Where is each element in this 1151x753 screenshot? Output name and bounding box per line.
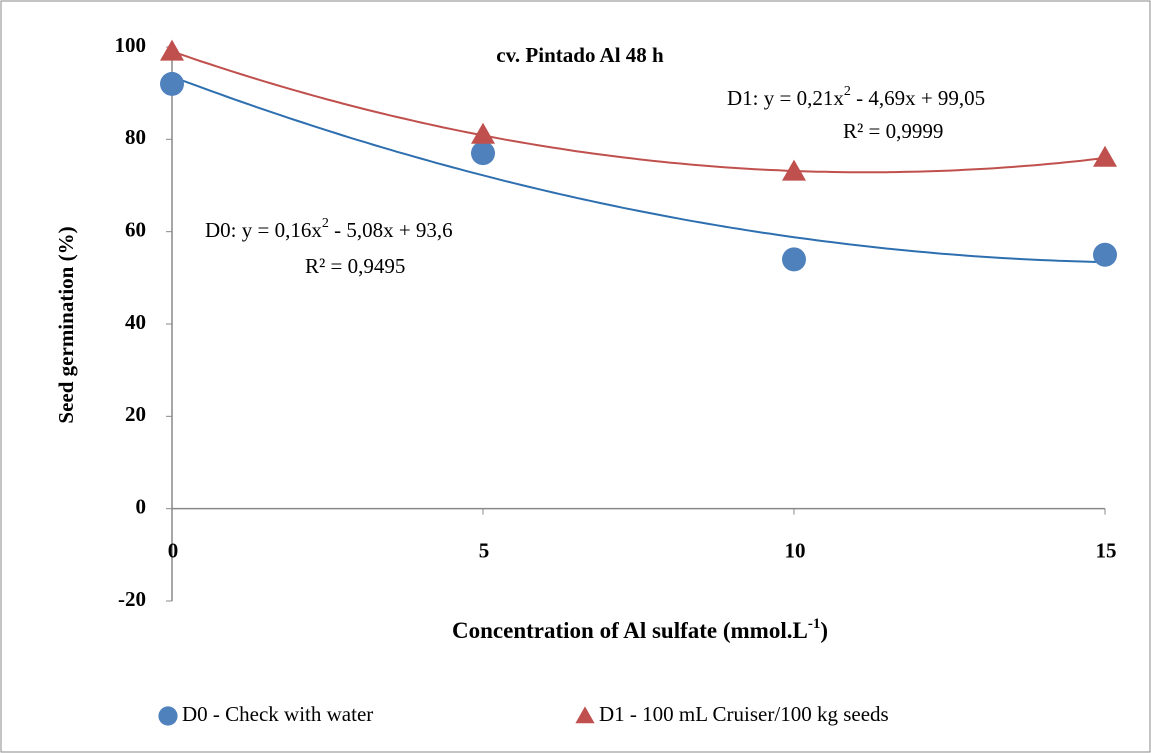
y-tick-label: 100 [115, 33, 147, 57]
legend-label: D0 - Check with water [182, 702, 373, 726]
marker [1093, 242, 1117, 267]
legend-marker [158, 706, 178, 726]
equation-sup: 2 [322, 216, 329, 231]
r-squared: R² = 0,9495 [305, 254, 405, 278]
r-squared: R² = 0,9999 [843, 119, 943, 143]
marker [782, 247, 806, 272]
y-tick-label: 40 [125, 310, 146, 334]
x-axis-label-sup: -1 [808, 616, 821, 632]
equation: D0: y = 0,16x2 - 5,08x + 93,6 [205, 216, 453, 242]
y-tick-label: 20 [125, 402, 146, 426]
equation-part: - 4,69x + 99,05 [851, 86, 985, 110]
marker [471, 122, 495, 144]
marker [471, 141, 495, 166]
y-tick-label: 80 [125, 125, 146, 149]
equation-sup: 2 [844, 84, 851, 99]
marker [1093, 145, 1117, 167]
y-tick-label: -20 [118, 587, 146, 611]
x-axis-label-part: ) [820, 618, 828, 643]
y-axis-label: Seed germination (%) [54, 226, 78, 423]
legend-label: D1 - 100 mL Cruiser/100 kg seeds [599, 702, 889, 726]
equation-part: - 5,08x + 93,6 [329, 218, 453, 242]
x-tick-label: 0 [168, 538, 179, 562]
equation-part: D1: y = 0,21x [727, 86, 844, 110]
marker [160, 39, 184, 61]
marker [782, 159, 806, 181]
x-tick-label: 5 [479, 538, 490, 562]
x-tick-label: 10 [785, 538, 806, 562]
y-tick-label: 0 [136, 494, 147, 518]
trendline [171, 75, 1106, 264]
y-tick-label: 60 [125, 217, 146, 241]
chart-title: cv. Pintado Al 48 h [496, 43, 664, 67]
legend-marker [575, 706, 595, 724]
equation: D1: y = 0,21x2 - 4,69x + 99,05 [727, 84, 985, 110]
marker [160, 71, 184, 96]
x-tick-label: 15 [1096, 538, 1117, 562]
equation-part: D0: y = 0,16x [205, 218, 322, 242]
x-axis-label-part: Concentration of Al sulfate (mmol.L [452, 618, 808, 643]
x-axis-label: Concentration of Al sulfate (mmol.L-1) [452, 616, 828, 643]
trendline [171, 50, 1106, 174]
